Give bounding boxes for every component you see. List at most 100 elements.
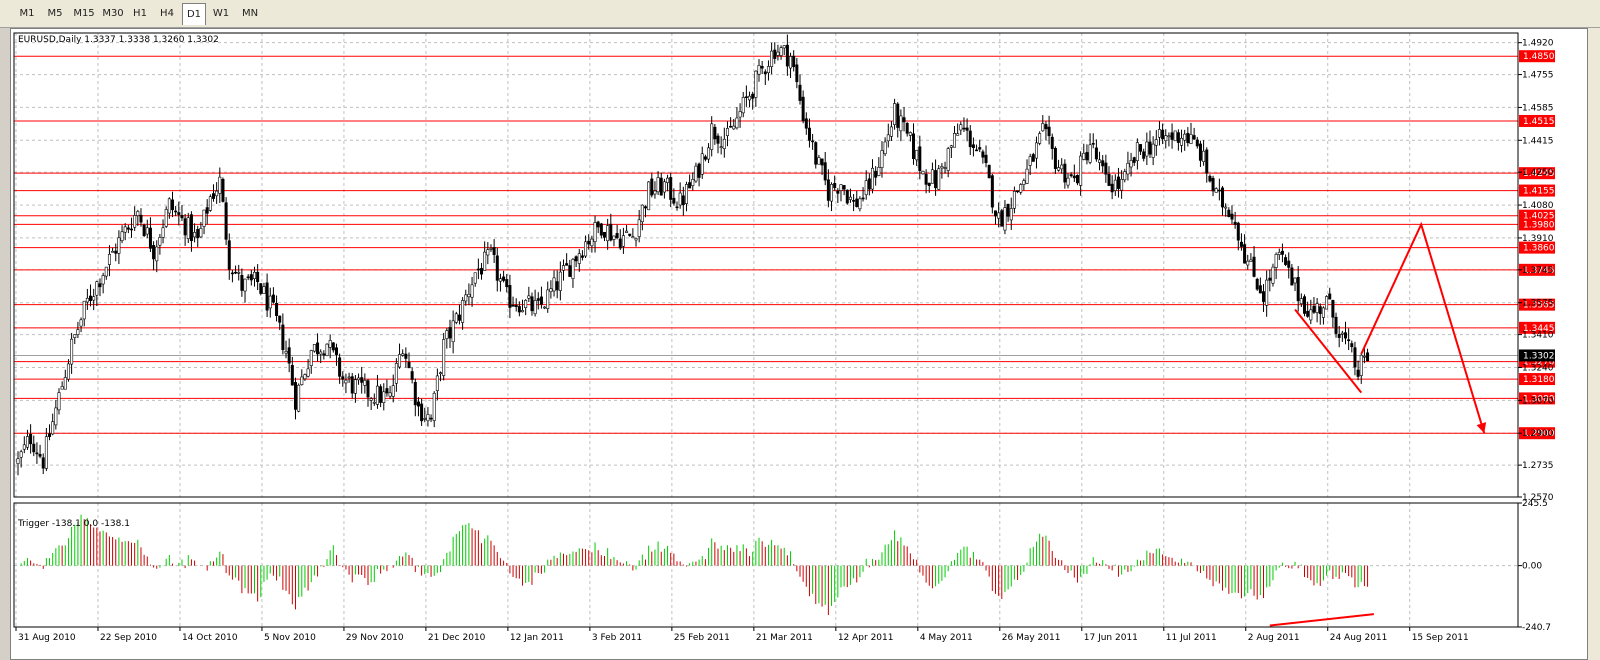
candle-body <box>240 274 244 291</box>
candle-body <box>130 228 134 231</box>
candle-body <box>867 178 871 190</box>
indicator-grid <box>14 502 1518 628</box>
candle-body <box>839 184 843 191</box>
candle-body <box>1044 124 1048 130</box>
candle-body <box>470 284 474 298</box>
candle-body <box>435 375 439 391</box>
time-tick-label: 12 Apr 2011 <box>838 633 894 643</box>
candle-body <box>1239 241 1243 247</box>
candle-body <box>1325 296 1329 310</box>
time-axis: 31 Aug 2010 22 Sep 2010 14 Oct 2010 5 Nov 2… <box>15 627 1469 643</box>
candle-body <box>543 306 547 309</box>
candle-body <box>1091 143 1095 145</box>
price-level-tag <box>1519 184 1555 197</box>
candle-body <box>221 178 225 202</box>
candle-body <box>596 221 600 228</box>
candle-body <box>804 118 808 129</box>
candle-body <box>845 189 849 204</box>
candle-body <box>502 276 506 281</box>
candle-body <box>1331 299 1335 318</box>
candle-body <box>908 132 912 136</box>
candle-body <box>807 127 811 141</box>
candle-body <box>322 353 326 356</box>
time-tick-label: 5 Nov 2010 <box>264 633 316 643</box>
timeframe-m1[interactable]: M1 <box>14 3 40 25</box>
candle-body <box>1082 152 1086 160</box>
current-price-label: 1.3302 <box>1523 351 1555 361</box>
timeframe-w1[interactable]: W1 <box>208 3 234 25</box>
candle-body <box>104 266 108 277</box>
time-tick-label: 3 Feb 2011 <box>592 633 642 643</box>
timeframe-m30[interactable]: M30 <box>100 3 126 25</box>
candle-body <box>1053 147 1057 169</box>
candle-body <box>1057 167 1061 171</box>
candle-body <box>284 351 288 354</box>
candle-body <box>792 55 796 68</box>
candle-body <box>95 281 99 296</box>
candle-body <box>410 371 414 380</box>
candle-body <box>51 421 55 435</box>
candle-body <box>539 296 543 305</box>
candle-body <box>1120 179 1124 191</box>
candle-body <box>889 126 893 137</box>
price-tick-label: 1.2570 <box>1522 493 1554 503</box>
candle-body <box>1104 162 1108 175</box>
price-tick-label: 1.3240 <box>1522 363 1554 373</box>
candle-body <box>467 293 471 298</box>
candle-body <box>48 433 52 437</box>
candle-body <box>211 193 215 199</box>
candle-body <box>341 376 345 380</box>
price-grid <box>14 33 1518 498</box>
candle-body <box>54 407 58 426</box>
candle-body <box>237 272 241 274</box>
candle-body <box>407 362 411 369</box>
candle-body <box>1132 157 1136 163</box>
candle-body <box>275 302 279 316</box>
candle-body <box>325 343 329 356</box>
candle-body <box>369 398 373 401</box>
candle-body <box>1208 175 1212 182</box>
candle-body <box>1265 279 1269 306</box>
candle-body <box>1189 134 1193 144</box>
candle-body <box>852 200 856 202</box>
candle-body <box>1176 132 1180 143</box>
candle-body <box>398 354 402 368</box>
candle-body <box>1315 303 1319 313</box>
candle-body <box>754 70 758 98</box>
timeframe-m5[interactable]: M5 <box>42 3 68 25</box>
candle-body <box>262 286 266 294</box>
candle-body <box>1113 179 1117 191</box>
timeframe-m15[interactable]: M15 <box>70 3 98 25</box>
candle-body <box>227 240 231 270</box>
candle-body <box>189 214 193 242</box>
time-tick-label: 15 Sep 2011 <box>1412 633 1469 643</box>
timeframe-d1[interactable]: D1 <box>182 3 206 25</box>
timeframe-label: H4 <box>160 8 174 19</box>
candle-body <box>609 223 613 241</box>
timeframe-h1[interactable]: H1 <box>128 3 152 25</box>
candle-body <box>940 166 944 169</box>
candle-body <box>993 210 997 217</box>
candle-body <box>587 240 591 245</box>
candle-body <box>1088 144 1092 163</box>
price-level-tag <box>1519 392 1555 405</box>
candle-body <box>1069 174 1073 177</box>
candle-body <box>1362 355 1366 358</box>
candle-body <box>89 295 93 301</box>
candle-body <box>817 157 821 165</box>
candle-body <box>700 153 704 175</box>
price-tick-label: 1.4415 <box>1522 136 1554 146</box>
candle-body <box>1129 160 1133 168</box>
candle-body <box>79 319 83 327</box>
candle-body <box>347 376 351 379</box>
candle-body <box>372 401 376 404</box>
candle-body <box>278 315 282 323</box>
indicator-tick-label: 0.00 <box>1522 562 1542 572</box>
candlestick-series <box>16 34 1370 476</box>
timeframe-h4[interactable]: H4 <box>154 3 180 25</box>
candle-body <box>350 376 354 394</box>
price-tick-label: 1.4080 <box>1522 201 1554 211</box>
candle-body <box>795 64 799 83</box>
timeframe-mn[interactable]: MN <box>236 3 264 25</box>
